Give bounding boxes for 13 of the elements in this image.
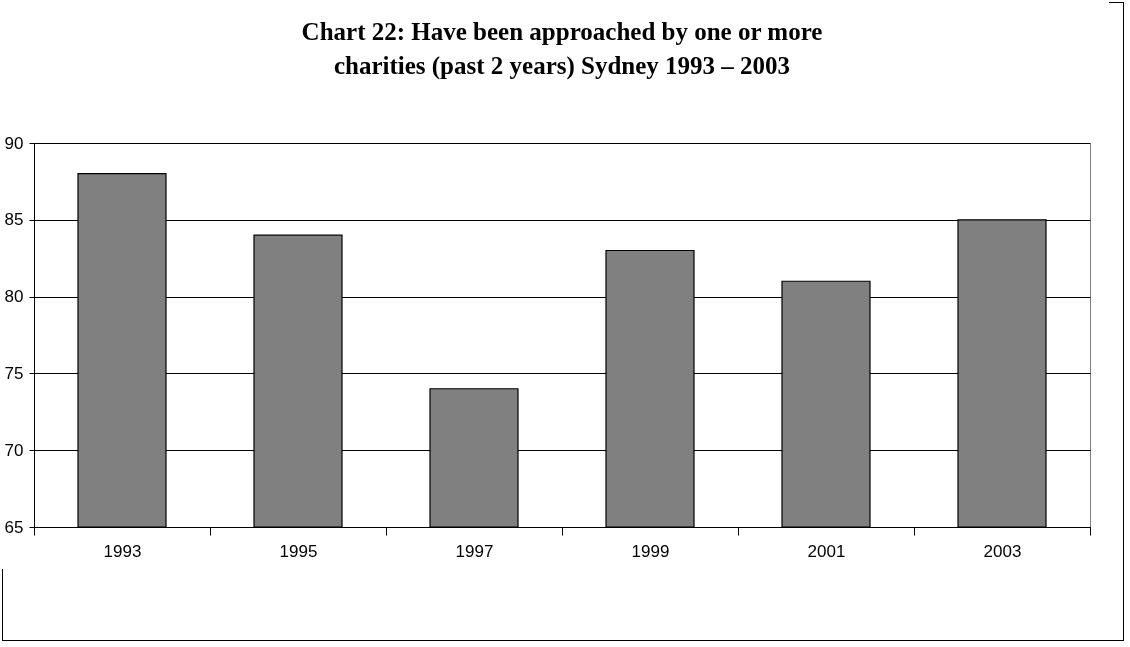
y-tick-label: 90 [4,133,24,153]
x-tick-label: 1995 [279,541,318,561]
y-tick-label: 85 [4,210,24,230]
x-tick-label: 2003 [983,541,1022,561]
x-tick-label: 1997 [455,541,494,561]
chart-title: Chart 22: Have been approached by one or more charities (past 2 years) Sydney 1993 – 2003 [301,18,823,80]
y-tick-label: 70 [4,440,24,460]
x-tick-label: 2001 [807,541,846,561]
x-tick-label: 1993 [103,541,142,561]
x-tick-label: 1999 [631,541,670,561]
y-tick-label: 80 [4,287,24,307]
y-tick-label: 65 [4,517,24,537]
y-tick-label: 75 [4,363,24,383]
